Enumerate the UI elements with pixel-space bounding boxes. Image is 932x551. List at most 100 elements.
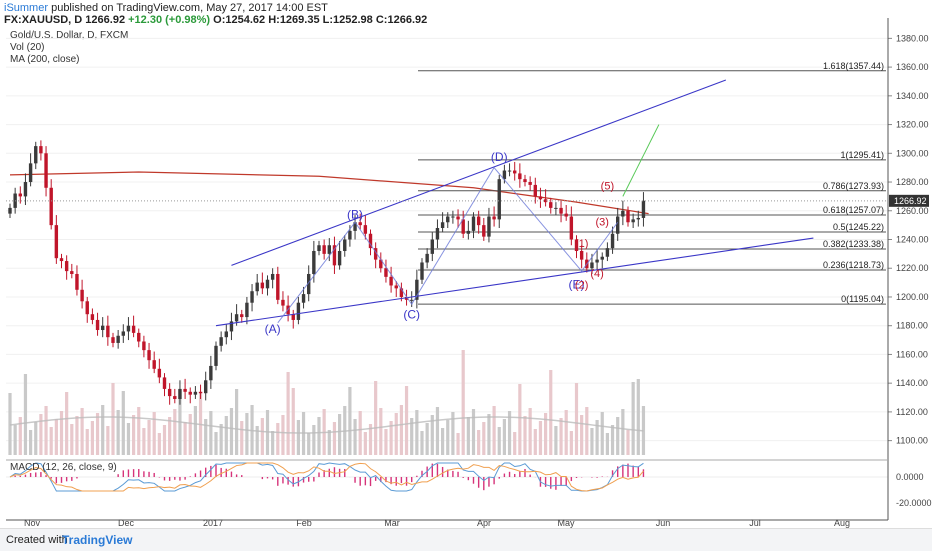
y-tick-label: 1360.00 [896,62,929,72]
volume-bar [121,391,125,455]
x-tick-label: Nov [24,518,41,528]
candle-body [23,182,28,197]
volume-bar [65,392,69,455]
volume-bar [75,416,79,455]
volume-bar [286,372,290,455]
volume-bar [327,430,331,455]
volume-bar [29,430,33,455]
y-tick-label: 1140.00 [896,378,928,388]
candle-body [49,187,53,226]
last-price-label: 1266.92 [894,196,927,206]
chart-legend: Gold/U.S. Dollar, D, FXCM Vol (20) MA (2… [10,30,128,66]
volume-bar [492,406,496,455]
author-link[interactable]: iSummer [4,2,49,14]
candle-body [348,230,352,240]
high-label: H: [268,14,280,26]
legend-volume[interactable]: Vol (20) [10,42,45,53]
candle-body [533,184,537,197]
last-price-tag [889,194,929,207]
volume-bar [142,428,146,455]
candle-body [513,170,517,174]
legend-ma[interactable]: MA (200, close) [10,54,80,65]
candle-body [18,193,22,197]
price-change: +12.30 (+0.98%) [128,14,211,26]
ma-200-line [9,171,649,215]
candle-body [106,325,110,338]
tradingview-logo[interactable]: TradingView [62,533,133,547]
x-tick-label: Dec [118,518,135,528]
chart-header: iSummer published on TradingView.com, Ma… [0,0,932,26]
volume-bar [348,387,352,455]
candle-body [327,245,331,254]
open-label: O: [213,14,226,26]
macd-signal-line [9,462,644,492]
candle-body [8,207,12,214]
volume-bar [538,421,543,455]
volume-bar [198,392,203,455]
volume-bar [580,415,584,455]
candle-body [198,391,203,394]
volume-bar [368,424,373,455]
candle-body [229,321,234,332]
candle-body [28,163,33,183]
volume-bar [312,425,316,455]
open-value: 1254.62 [225,14,266,26]
candle-body [162,377,167,389]
y-tick-label: 1260.00 [896,206,929,216]
volume-bar [569,431,573,455]
projection-line [622,124,660,197]
volume-bar [307,433,311,455]
y-tick-label: 1100.00 [896,436,928,446]
price-chart[interactable]: 1.618(1357.44) 1(1295.41) 0.786(1273.93) 0.… [0,0,932,528]
candle-body [471,216,476,231]
candle-body [404,296,409,300]
volume-bar [410,418,414,455]
volume-bar [224,416,228,455]
volume-bar [394,413,398,455]
volume-bar [39,414,43,455]
fib-level-label: 0.382(1233.38) [823,239,884,249]
candle-body [157,368,162,378]
volume-bar [549,370,553,455]
volume-bar [636,379,640,455]
candle-body [131,325,136,333]
volume-bar [80,408,84,455]
y-tick-label: 1220.00 [896,263,929,273]
volume-bar [229,408,234,455]
candle-body [95,319,100,331]
candle-body [64,261,69,272]
close-value: 1266.92 [387,14,428,26]
candle-body [322,245,326,254]
candle-body [415,279,419,300]
candle-body [291,314,295,320]
x-tick-label: Jul [749,518,761,528]
volume-bar [461,350,465,455]
candle-body [224,331,228,338]
candle-body [39,146,43,154]
x-tick-label: 2017 [203,518,223,528]
high-value: 1269.35 [279,14,320,26]
candle-body [605,248,610,257]
volume-bar [111,383,115,455]
candle-body [610,233,615,249]
legend-title[interactable]: Gold/U.S. Dollar, D, FXCM [10,30,129,41]
candle-body [538,196,543,200]
candle-body [183,388,187,392]
candle-body [337,250,342,266]
volume-bar [616,417,620,455]
candle-body [167,388,172,397]
candle-body [90,314,95,320]
y-tick-label: 1320.00 [896,120,929,130]
candle-body [636,217,640,220]
macd-legend[interactable]: MACD (12, 26, close, 9) [10,462,117,473]
volume-bar [605,433,609,455]
volume-bar [374,381,378,455]
volume-bar [363,432,367,455]
candle-body [559,207,563,214]
volume-bar [399,405,403,455]
candle-body [641,200,646,218]
volume-bar [44,406,48,455]
volume-bar [116,410,120,455]
candle-body [121,331,125,336]
published-text: published on TradingView.com, May 27, 20… [51,2,328,14]
